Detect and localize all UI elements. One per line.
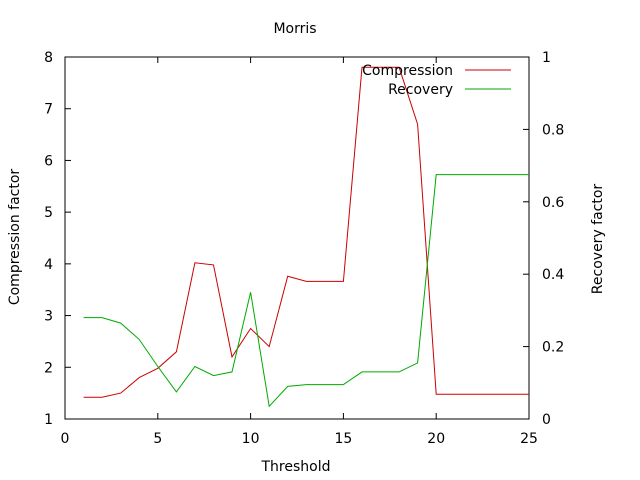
y-tick-label: 5 xyxy=(44,205,53,221)
y2-axis-label: Recovery factor xyxy=(590,184,606,295)
plot-border xyxy=(64,56,530,420)
chart-title: Morris xyxy=(273,21,316,37)
x-tick-label: 20 xyxy=(427,431,445,447)
series-line-recovery xyxy=(83,174,529,408)
y2-tick-label: 0.8 xyxy=(542,122,564,138)
y-axis-label: Compression factor xyxy=(7,169,23,306)
x-tick-label: 5 xyxy=(153,431,162,447)
y-tick-label: 6 xyxy=(44,153,53,169)
x-tick-label: 15 xyxy=(334,431,352,447)
x-tick-label: 25 xyxy=(520,431,538,447)
y-tick-label: 4 xyxy=(44,257,53,273)
y-tick-label: 1 xyxy=(44,412,53,428)
plot-frame xyxy=(64,56,530,420)
y-tick-label: 3 xyxy=(44,309,53,325)
y2-tick-label: 0.2 xyxy=(542,340,564,356)
y-tick-label: 8 xyxy=(44,50,53,66)
legend-label-compression: Compression xyxy=(362,63,453,79)
legend-label-recovery: Recovery xyxy=(388,82,453,98)
x-tick-label: 0 xyxy=(61,431,70,447)
y-tick-label: 7 xyxy=(44,102,53,118)
y2-tick-label: 0 xyxy=(542,412,551,428)
series-line-compression xyxy=(83,66,529,398)
x-axis-label: Threshold xyxy=(261,459,331,475)
series-layer xyxy=(83,66,529,408)
y2-tick-label: 0.6 xyxy=(542,195,564,211)
y2-tick-label: 0.4 xyxy=(542,267,564,283)
x-tick-label: 10 xyxy=(242,431,260,447)
axis-ticks: 0 5 10 15 20 25 1 2 3 4 5 6 7 8 0 0.2 0.4 0.6 0.8 1 xyxy=(44,50,564,447)
y2-tick-label: 1 xyxy=(542,50,551,66)
y-tick-label: 2 xyxy=(44,360,53,376)
legend: Compression Recovery xyxy=(362,63,511,98)
